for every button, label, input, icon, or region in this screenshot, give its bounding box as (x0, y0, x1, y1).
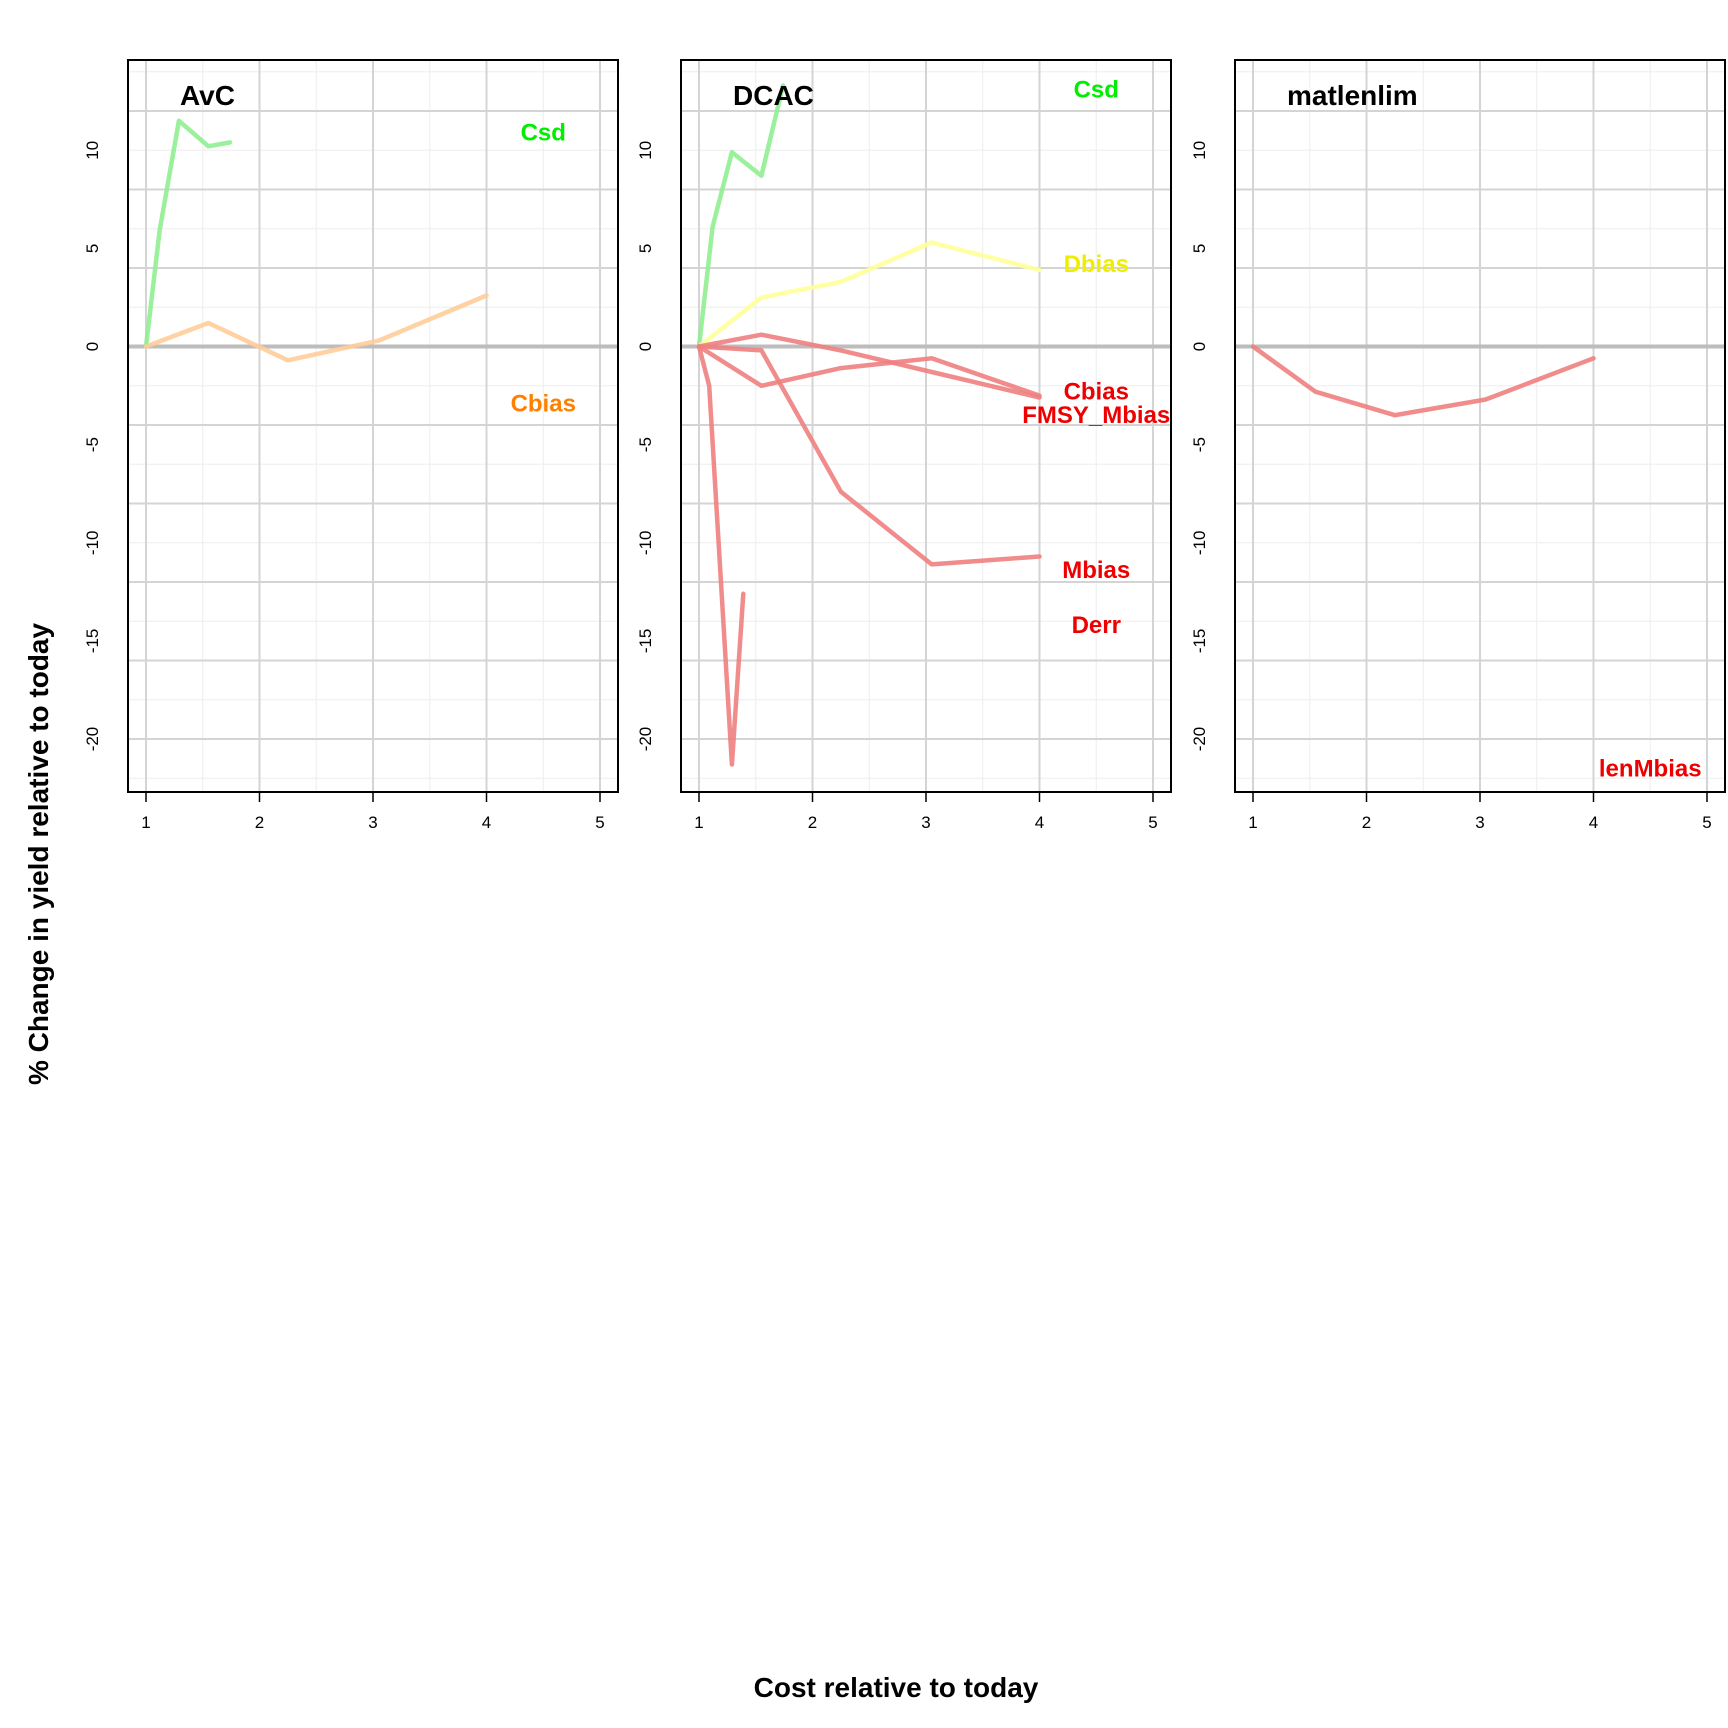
x-tick-label: 5 (1148, 813, 1157, 832)
x-tick-label: 4 (1589, 813, 1598, 832)
y-tick-label: 0 (1190, 342, 1209, 351)
x-axis-title: Cost relative to today (754, 1672, 1039, 1703)
y-axis-title: % Change in yield relative to today (23, 623, 54, 1086)
y-tick-label: 0 (83, 342, 102, 351)
series-label-mbias: Mbias (1062, 557, 1130, 584)
series-label-dbias: Dbias (1064, 251, 1129, 278)
y-tick-label: 5 (83, 244, 102, 253)
y-tick-label: 5 (1190, 244, 1209, 253)
y-tick-label: -5 (636, 437, 655, 452)
x-tick-label: 2 (1362, 813, 1371, 832)
y-tick-label: -20 (1190, 727, 1209, 752)
panel-avc: Csd Cbias AvC 1 2 3 4 5 -20 -15 -10 -5 0 5 10 (83, 59, 619, 832)
x-tick-label: 5 (1702, 813, 1711, 832)
series-line-cbias (696, 332, 1042, 400)
x-tick-label: 3 (368, 813, 377, 832)
series-line-fmsy-mbias (696, 344, 1042, 398)
y-tick-label: 0 (636, 342, 655, 351)
y-tick-label: -15 (83, 629, 102, 654)
panel-title: matlenlim (1287, 80, 1418, 111)
y-tick-label: -5 (1190, 437, 1209, 452)
series-label-derr: Derr (1072, 612, 1121, 639)
y-tick-label: -10 (1190, 530, 1209, 555)
y-tick-label: -10 (83, 530, 102, 555)
series-line-cbias (143, 293, 489, 363)
series-label-csd: Csd (1074, 76, 1119, 103)
x-tick-label: 5 (595, 813, 604, 832)
x-tick-label: 1 (694, 813, 703, 832)
y-tick-label: -10 (636, 530, 655, 555)
x-tick-label: 1 (141, 813, 150, 832)
x-tick-label: 2 (255, 813, 264, 832)
y-tick-label: -20 (83, 727, 102, 752)
y-tick-label: 5 (636, 244, 655, 253)
series-line-derr (696, 344, 746, 767)
x-tick-label: 2 (808, 813, 817, 832)
y-tick-label: 10 (636, 141, 655, 160)
x-tick-label: 4 (482, 813, 491, 832)
series-line-lenmbias (1250, 344, 1596, 418)
series-line-dbias (696, 240, 1042, 349)
x-tick-label: 3 (921, 813, 930, 832)
panel-title: DCAC (733, 80, 814, 111)
y-tick-label: -15 (636, 629, 655, 654)
y-tick-label: 10 (83, 141, 102, 160)
panel-title: AvC (180, 80, 235, 111)
series-label-cbias: Cbias (511, 390, 576, 417)
x-tick-label: 1 (1248, 813, 1257, 832)
series-label-cbias: Cbias (1064, 379, 1129, 406)
y-tick-label: 10 (1190, 141, 1209, 160)
y-tick-label: -15 (1190, 629, 1209, 654)
y-tick-label: -20 (636, 727, 655, 752)
series-label-lenmbias: lenMbias (1599, 755, 1702, 782)
series-label-csd: Csd (521, 120, 566, 147)
series-line-csd (143, 118, 233, 349)
panel-matlenlim: lenMbias matlenlim 1 2 3 4 5 -20 -15 -10 -5 0 5 10 (1190, 59, 1726, 832)
x-tick-label: 4 (1035, 813, 1044, 832)
x-tick-label: 3 (1475, 813, 1484, 832)
series-line-csd (696, 83, 786, 349)
y-tick-label: -5 (83, 437, 102, 452)
series-label-fmsy-mbias: FMSY_Mbias (1022, 402, 1170, 429)
series-line-mbias (696, 344, 1042, 567)
